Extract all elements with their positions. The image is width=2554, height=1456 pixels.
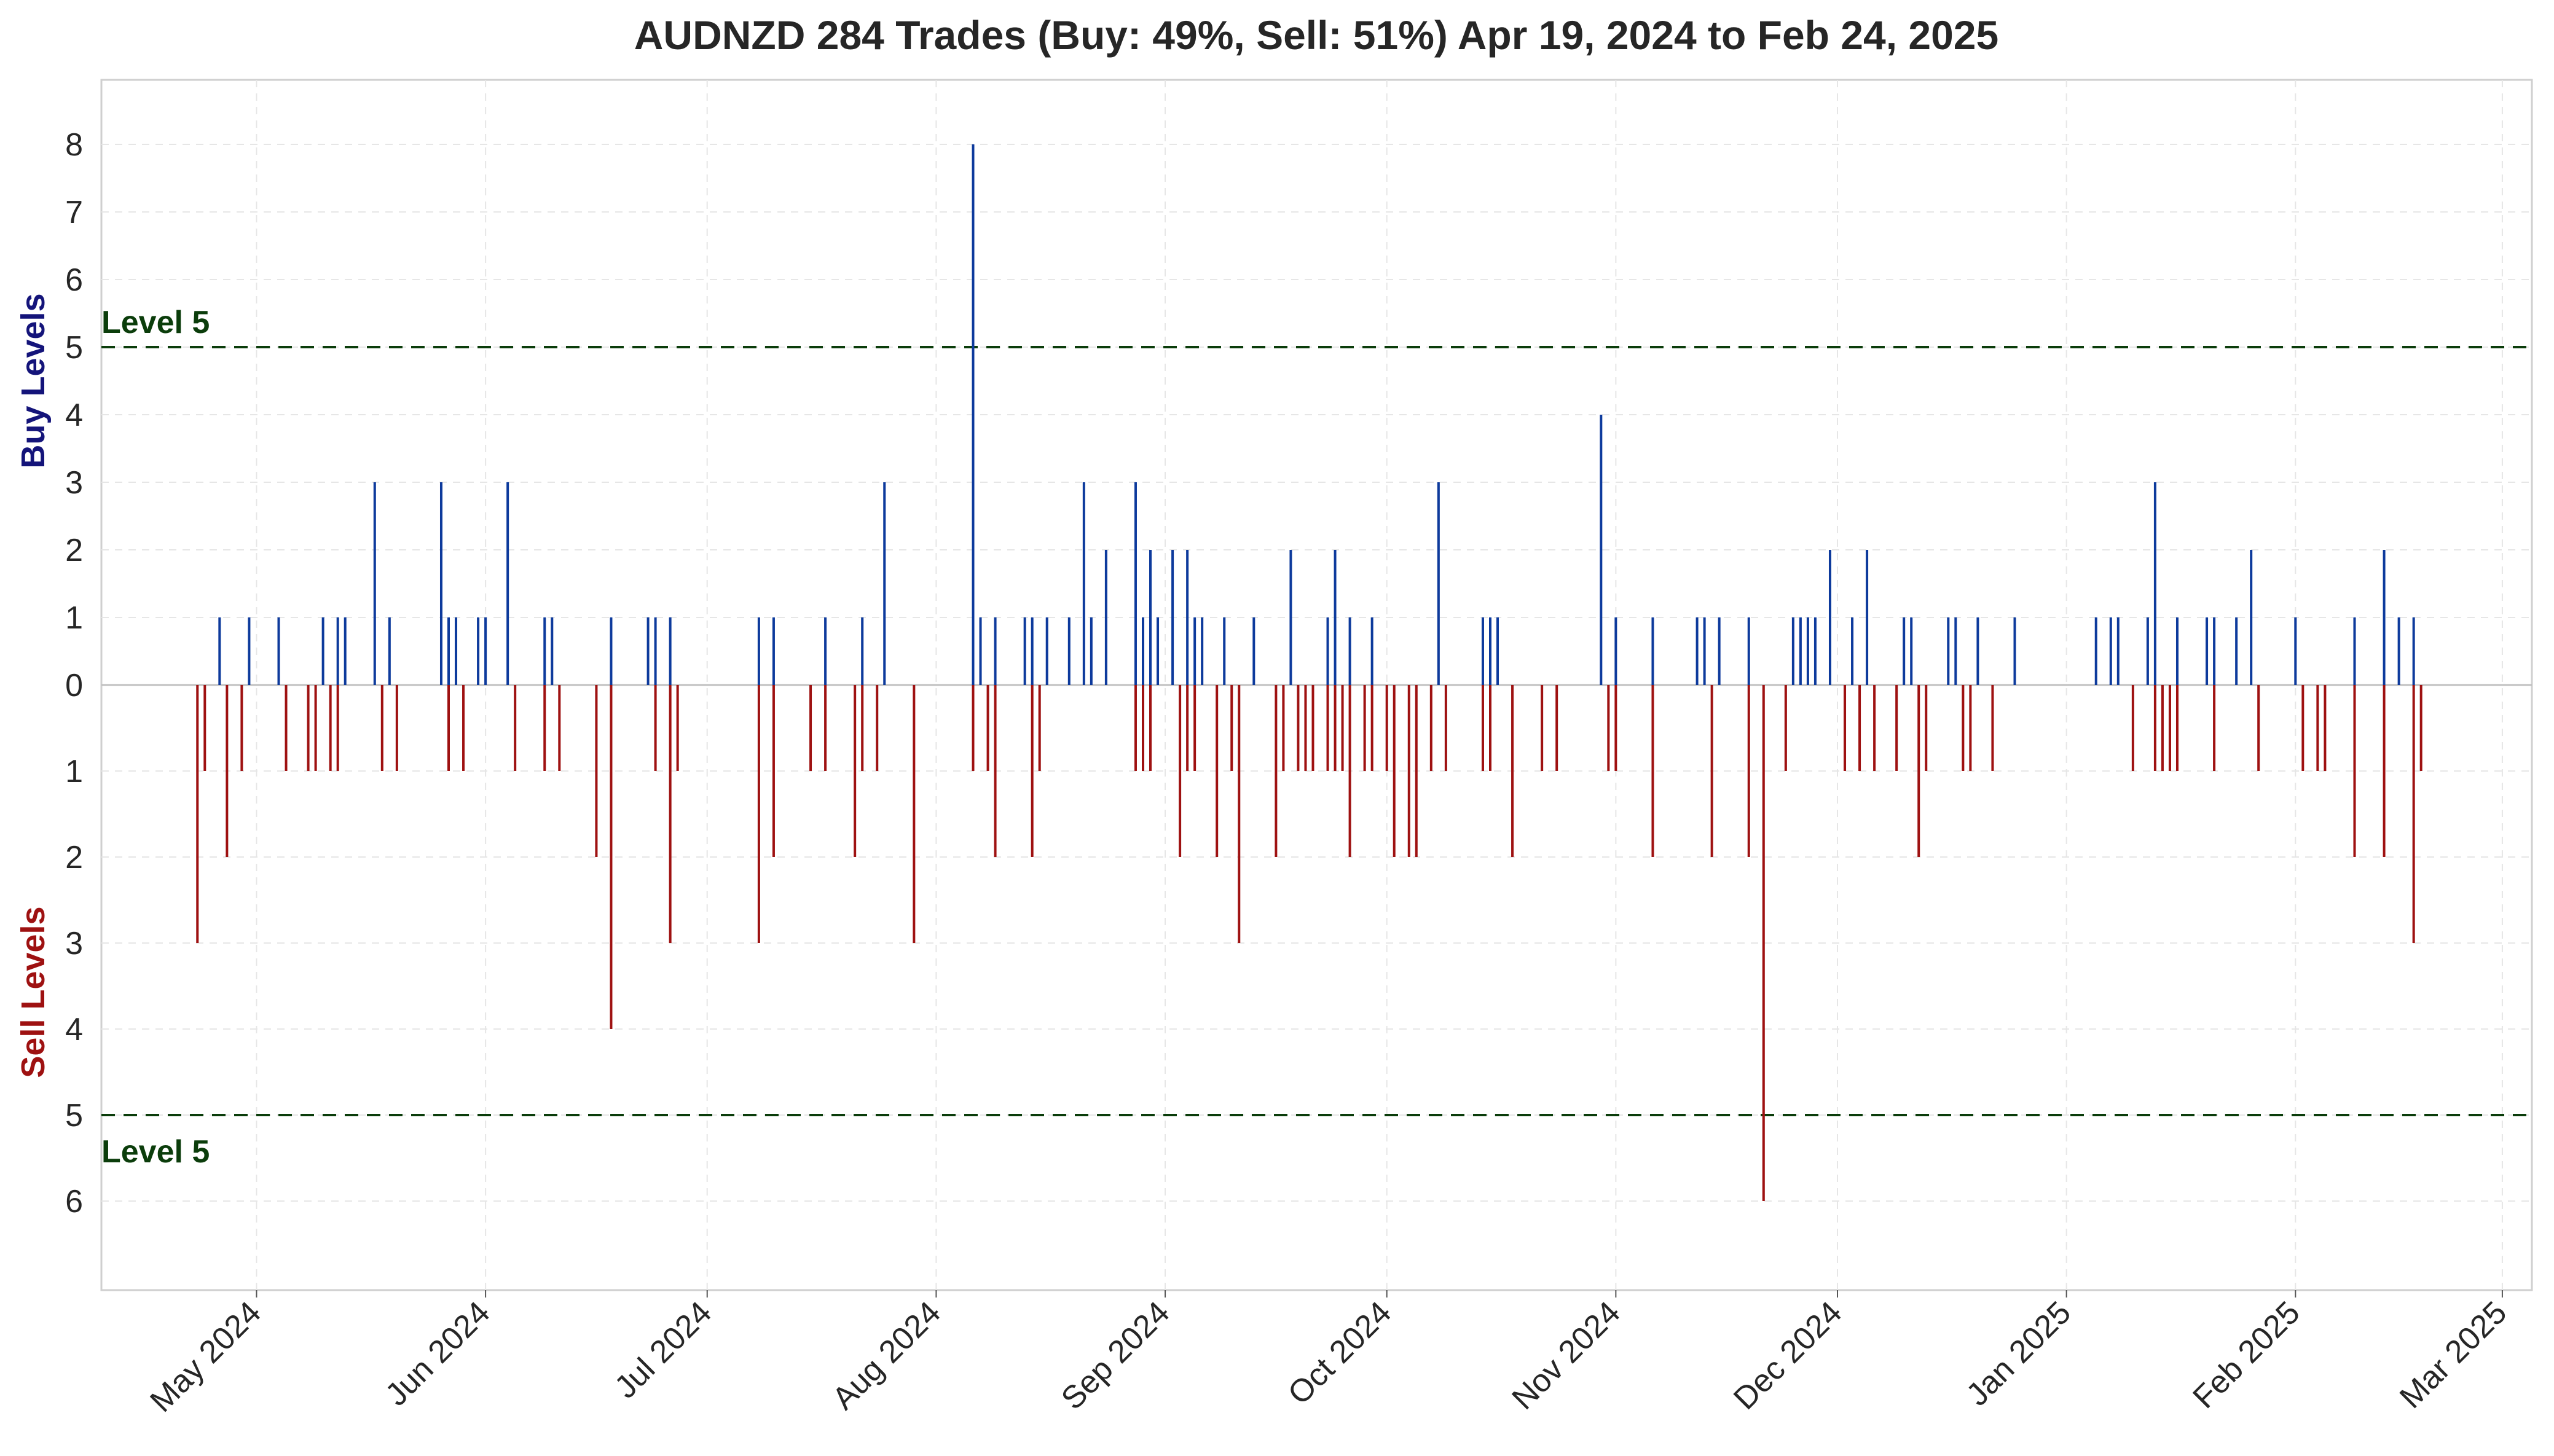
chart-title: AUDNZD 284 Trades (Buy: 49%, Sell: 51%) … (634, 12, 1998, 58)
x-tick-label: Aug 2024 (825, 1294, 947, 1416)
sell-level-label: Level 5 (101, 1134, 210, 1170)
y-tick-label-buy: 7 (65, 195, 83, 230)
y-tick-label-buy: 0 (65, 668, 83, 703)
y-tick-label-sell: 3 (65, 926, 83, 961)
y-tick-label-buy: 4 (65, 397, 83, 433)
y-tick-label-sell: 1 (65, 754, 83, 789)
x-tick-label: Nov 2024 (1505, 1294, 1627, 1416)
y-tick-label-sell: 4 (65, 1012, 83, 1047)
y-tick-label-sell: 6 (65, 1184, 83, 1219)
y-tick-label-buy: 1 (65, 600, 83, 636)
x-tick-label: Jan 2025 (1960, 1294, 2078, 1412)
y-axis-label-sell: Sell Levels (15, 906, 52, 1078)
x-tick-label: Feb 2025 (2186, 1294, 2306, 1415)
x-tick-label: Sep 2024 (1055, 1294, 1176, 1416)
x-tick-label: Dec 2024 (1727, 1294, 1849, 1416)
y-tick-label-sell: 5 (65, 1098, 83, 1133)
x-tick-label: Oct 2024 (1281, 1294, 1398, 1411)
y-tick-label-buy: 3 (65, 465, 83, 501)
buy-level-label: Level 5 (101, 305, 210, 340)
y-tick-label-sell: 2 (65, 840, 83, 875)
y-tick-label-buy: 2 (65, 533, 83, 568)
trade-bars (196, 144, 2422, 1201)
x-tick-label: May 2024 (143, 1294, 267, 1419)
x-tick-label: Jul 2024 (608, 1294, 718, 1405)
y-tick-label-buy: 5 (65, 330, 83, 366)
y-axis-label-buy: Buy Levels (15, 293, 52, 468)
x-tick-label: Jun 2024 (379, 1294, 497, 1412)
x-tick-label: Mar 2025 (2393, 1294, 2513, 1415)
y-tick-label-buy: 6 (65, 262, 83, 298)
y-tick-label-buy: 8 (65, 127, 83, 163)
reference-lines (101, 346, 2532, 1116)
